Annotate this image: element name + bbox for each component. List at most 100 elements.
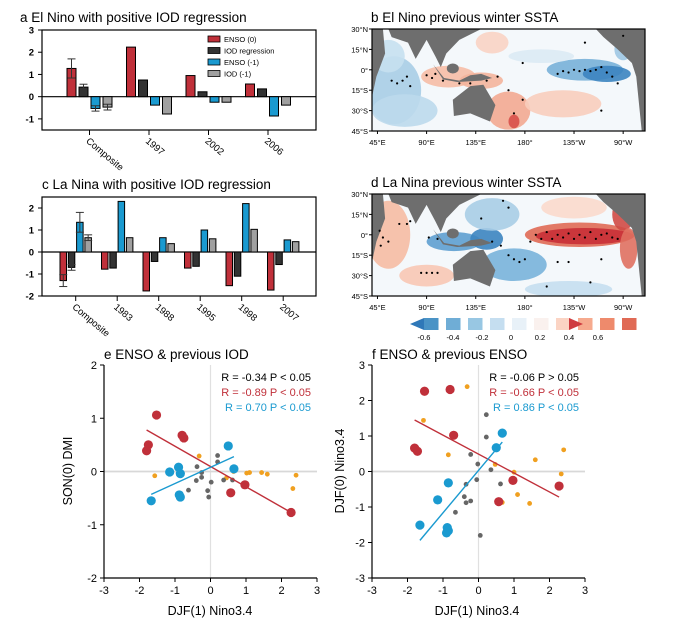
significance-dot — [430, 76, 434, 80]
point-small — [205, 488, 211, 494]
ssta-region — [481, 248, 547, 282]
lon-label: 180° — [517, 138, 533, 147]
y-tick-label: -1 — [26, 114, 35, 125]
point-large — [175, 469, 185, 479]
colorbar-tick-label: 0 — [509, 333, 513, 342]
point-large — [286, 507, 296, 518]
point-large — [497, 428, 507, 438]
lon-label: 180° — [517, 303, 533, 312]
significance-dot — [491, 240, 494, 243]
land-americas — [595, 194, 645, 296]
point-small — [196, 453, 202, 459]
y-tick-label: -1 — [355, 502, 365, 514]
lon-label: 135°W — [563, 138, 587, 147]
stat-label: R = -0.06 P > 0.05 — [489, 372, 579, 384]
lon-label: 45°E — [369, 138, 385, 147]
point-large — [443, 478, 453, 488]
bar-enso-1- — [209, 96, 220, 103]
point-large — [142, 446, 152, 456]
significance-dot — [578, 70, 581, 73]
lon-label: 45°E — [369, 303, 385, 312]
land-africa — [372, 194, 386, 262]
y-tick-label: 0 — [359, 467, 365, 479]
colorbar-arrow-left — [410, 318, 424, 330]
plot-frame — [41, 29, 317, 131]
bar-enso-0- — [184, 251, 192, 269]
x-tick-label: 1997 — [143, 136, 166, 158]
point-small — [264, 471, 270, 477]
significance-dot — [434, 72, 437, 75]
point-small — [421, 417, 426, 423]
lat-label: 30°N — [351, 190, 368, 199]
y-tick-label: 0 — [29, 248, 34, 259]
significance-dot — [405, 75, 409, 78]
bar-iod-1- — [162, 96, 172, 115]
significance-dot — [396, 82, 399, 85]
regression-line — [414, 419, 560, 498]
point-small — [498, 481, 503, 487]
bar-enso-0- — [267, 251, 275, 291]
point-small — [527, 501, 533, 506]
x-tick-label: -2 — [135, 585, 145, 597]
panel-f-xlabel: DJF(1) Nino3.4 — [435, 604, 520, 618]
significance-dot — [507, 254, 510, 257]
point-small — [208, 479, 214, 485]
x-tick-label: -2 — [403, 585, 413, 597]
point-large — [146, 496, 156, 506]
point-small — [477, 533, 483, 538]
x-tick-label: Composite — [84, 136, 126, 174]
point-small — [290, 486, 296, 491]
significance-dot — [398, 222, 401, 226]
panel-e-scatter: e ENSO & previous IOD DJF(1) Nino3.4 SON… — [61, 347, 320, 618]
ssta-region — [470, 228, 504, 250]
significance-dot — [523, 258, 526, 261]
y-tick-label: -3 — [355, 573, 365, 585]
lon-label: 90°E — [418, 303, 434, 312]
point-small — [468, 498, 474, 504]
plot-frame — [41, 196, 317, 297]
point-large — [151, 410, 162, 420]
panel-e-xlabel: DJF(1) Nino3.4 — [168, 604, 253, 618]
point-small — [483, 434, 489, 440]
map-frame — [371, 28, 646, 132]
significance-dot — [430, 271, 434, 274]
bar-iod-1- — [167, 243, 175, 253]
x-tick-label: -3 — [99, 585, 109, 597]
point-small — [247, 470, 252, 475]
point-large — [554, 481, 564, 491]
lat-label: 0° — [361, 66, 368, 75]
x-tick-label: 2007 — [277, 302, 300, 324]
lat-label: 15°S — [352, 86, 368, 95]
significance-dot — [501, 199, 505, 202]
significance-dot — [594, 68, 597, 71]
significance-dot — [458, 82, 461, 85]
land-americas — [595, 29, 645, 131]
colorbar-segment — [578, 318, 593, 330]
legend-label: IOD regression — [224, 47, 274, 56]
lon-label: 135°W — [563, 303, 587, 312]
x-tick-label: 2 — [278, 585, 284, 597]
regression-line — [150, 455, 235, 496]
x-tick-label: 0 — [475, 585, 481, 597]
x-tick-label: 1 — [511, 585, 517, 597]
land-indonesia — [433, 229, 493, 248]
significance-dot — [405, 222, 409, 226]
significance-dot — [611, 75, 614, 78]
x-tick-label: 1998 — [236, 302, 259, 324]
lon-label: 90°W — [614, 303, 633, 312]
point-small — [532, 457, 538, 463]
bar-enso-0- — [126, 46, 136, 98]
ssta-region — [486, 91, 531, 130]
colorbar-tick-label: 0.2 — [535, 333, 545, 342]
y-tick-label: 0 — [29, 92, 34, 103]
point-small — [293, 472, 299, 478]
y-tick-label: -1 — [26, 270, 35, 281]
significance-dot — [583, 236, 587, 239]
stat-label: R = 0.70 P < 0.05 — [225, 402, 311, 414]
significance-dot — [480, 217, 483, 220]
panel-b-title: b El Nino previous winter SSTA — [371, 10, 558, 25]
ssta-region — [524, 90, 602, 118]
significance-dot — [379, 244, 382, 247]
significance-dot — [611, 236, 614, 239]
